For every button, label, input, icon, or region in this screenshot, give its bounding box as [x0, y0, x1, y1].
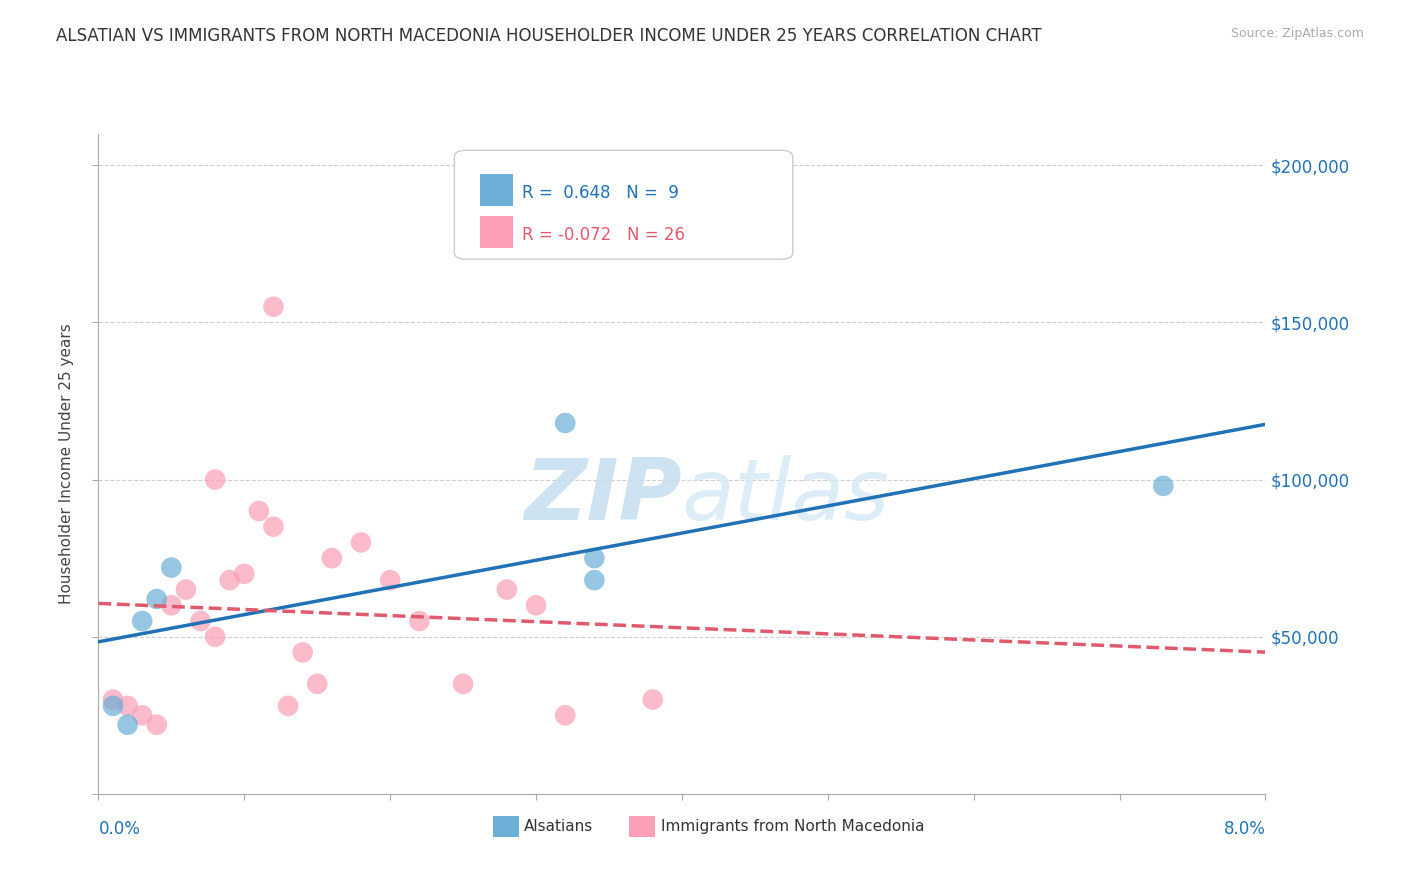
Point	[131, 614, 153, 628]
Point	[247, 504, 270, 518]
Point	[583, 573, 606, 587]
Point	[117, 717, 139, 731]
Bar	[630, 815, 655, 837]
Point	[117, 698, 139, 713]
Point	[554, 416, 576, 430]
Bar	[479, 174, 513, 206]
Text: 8.0%: 8.0%	[1223, 821, 1265, 838]
Point	[408, 614, 430, 628]
Point	[101, 698, 124, 713]
Point	[131, 708, 153, 723]
Point	[524, 599, 547, 613]
Point	[233, 566, 256, 581]
Point	[160, 599, 183, 613]
Point	[321, 551, 343, 566]
Text: ZIP: ZIP	[524, 455, 682, 539]
Point	[1152, 479, 1174, 493]
Point	[350, 535, 373, 549]
Y-axis label: Householder Income Under 25 years: Householder Income Under 25 years	[59, 324, 75, 604]
Point	[496, 582, 519, 597]
Point	[554, 708, 576, 723]
Point	[218, 573, 240, 587]
FancyBboxPatch shape	[454, 151, 793, 260]
Point	[277, 698, 299, 713]
Point	[160, 560, 183, 574]
Point	[190, 614, 212, 628]
Point	[146, 592, 169, 607]
Point	[101, 692, 124, 706]
Point	[291, 645, 314, 659]
Text: ALSATIAN VS IMMIGRANTS FROM NORTH MACEDONIA HOUSEHOLDER INCOME UNDER 25 YEARS CO: ALSATIAN VS IMMIGRANTS FROM NORTH MACEDO…	[56, 27, 1042, 45]
Point	[641, 692, 664, 706]
Point	[262, 300, 284, 314]
Point	[262, 519, 284, 533]
Point	[307, 677, 329, 691]
Point	[146, 717, 169, 731]
Bar	[494, 815, 519, 837]
Point	[451, 677, 474, 691]
Point	[204, 473, 226, 487]
Bar	[479, 217, 513, 248]
Text: R =  0.648   N =  9: R = 0.648 N = 9	[522, 185, 679, 202]
Point	[174, 582, 197, 597]
Text: Immigrants from North Macedonia: Immigrants from North Macedonia	[661, 819, 924, 834]
Text: 0.0%: 0.0%	[98, 821, 141, 838]
Point	[378, 573, 402, 587]
Text: Alsatians: Alsatians	[524, 819, 593, 834]
Point	[204, 630, 226, 644]
Text: Source: ZipAtlas.com: Source: ZipAtlas.com	[1230, 27, 1364, 40]
Text: R = -0.072   N = 26: R = -0.072 N = 26	[522, 227, 685, 244]
Point	[583, 551, 606, 566]
Text: atlas: atlas	[682, 455, 890, 539]
